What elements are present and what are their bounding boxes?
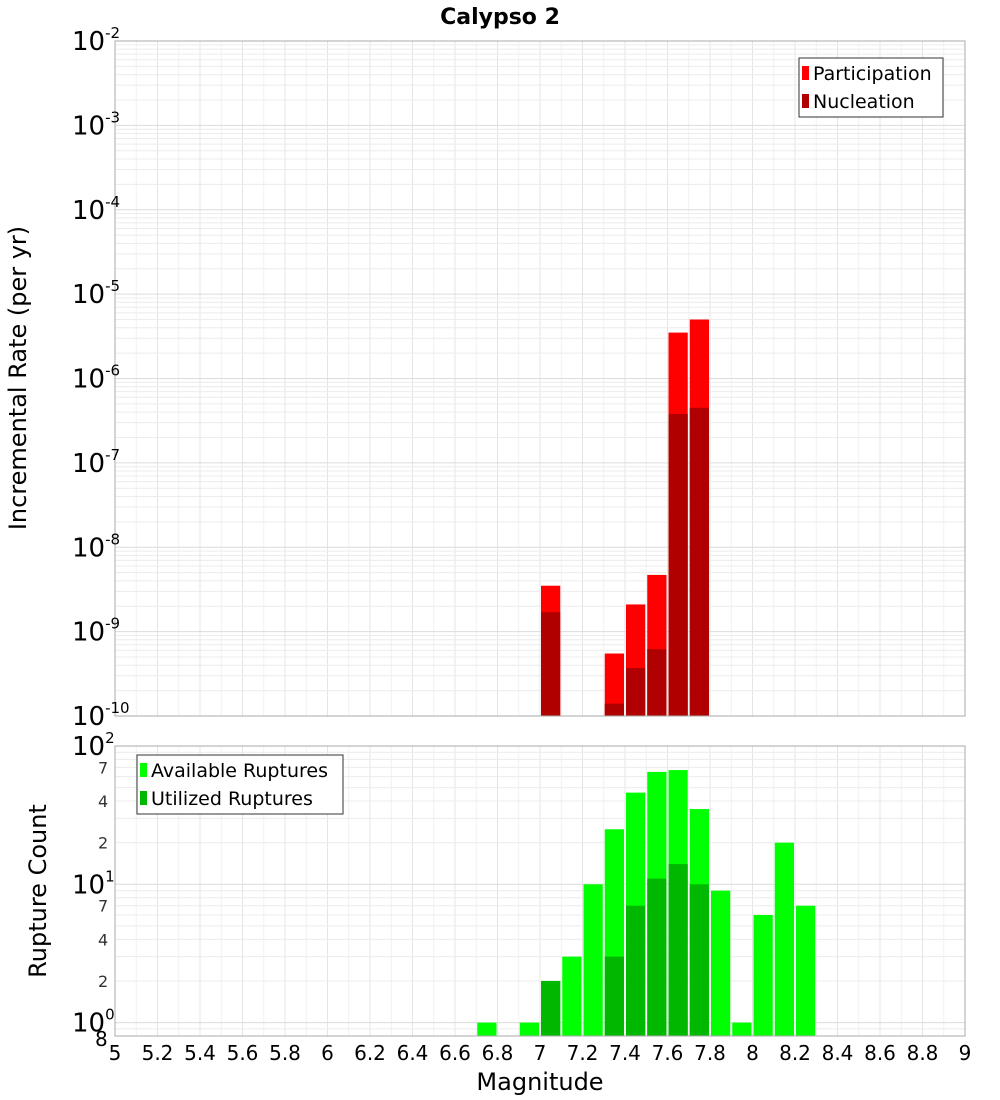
x-tick-label: 7.4 (609, 1041, 641, 1065)
x-tick-label: 6.4 (397, 1041, 429, 1065)
nucleation-bar (668, 413, 688, 716)
available-ruptures-bar (477, 1022, 497, 1036)
y-tick-label: 100 (72, 1006, 115, 1039)
x-tick-label: 7.2 (567, 1041, 599, 1065)
y-tick-label: 10-6 (72, 362, 120, 395)
y-tick-label: 8 (95, 1027, 108, 1051)
available-legend-label: Available Ruptures (151, 760, 328, 782)
x-tick-label: 6 (321, 1041, 334, 1065)
x-tick-label: 8.4 (822, 1041, 854, 1065)
y-tick-label: 10-8 (72, 530, 120, 563)
bottom-bars (477, 770, 816, 1036)
utilized-ruptures-bar (541, 980, 561, 1036)
utilized-ruptures-bar (647, 878, 667, 1036)
top-y-ticks: 10-10 10-9 10-8 10-7 10-6 10-5 10-4 10-3 10-2 (72, 24, 130, 732)
utilized-ruptures-bar (626, 905, 646, 1036)
x-tick-label: 7.6 (652, 1041, 684, 1065)
y-tick-label: 4 (98, 930, 108, 949)
y-tick-label: 7 (98, 897, 108, 916)
y-tick-label: 10-3 (72, 108, 120, 141)
participation-legend-swatch (802, 66, 809, 80)
bottom-y-axis-label: Rupture Count (24, 804, 52, 978)
x-tick-label: 6.8 (482, 1041, 514, 1065)
available-ruptures-bar (583, 884, 603, 1036)
y-tick-label: 10-4 (72, 193, 120, 226)
y-tick-label: 4 (98, 792, 108, 811)
participation-legend-label: Participation (813, 63, 932, 85)
y-tick-label: 2 (98, 972, 108, 991)
nucleation-bar (626, 668, 646, 716)
x-axis-label: Magnitude (476, 1068, 603, 1096)
nucleation-bar (689, 407, 709, 716)
x-tick-label: 5.2 (142, 1041, 174, 1065)
top-legend: Participation Nucleation (798, 57, 944, 118)
x-tick-label: 5 (109, 1041, 122, 1065)
x-tick-label: 6.2 (354, 1041, 386, 1065)
participation-bar (604, 653, 624, 716)
top-grid (114, 41, 966, 717)
available-ruptures-bar (562, 956, 582, 1036)
utilized-ruptures-bar (668, 864, 688, 1036)
x-tick-label: 6.6 (439, 1041, 471, 1065)
available-ruptures-bar (796, 905, 816, 1036)
bottom-grid (114, 746, 966, 1037)
utilized-ruptures-bar (689, 884, 709, 1036)
utilized-legend-swatch (140, 791, 147, 805)
x-tick-label: 5.6 (227, 1041, 259, 1065)
y-tick-label: 10-9 (72, 615, 120, 648)
y-tick-label: 10-5 (72, 277, 120, 310)
y-tick-label: 7 (98, 758, 108, 777)
y-tick-label: 101 (72, 867, 115, 900)
x-tick-label: 5.4 (184, 1041, 216, 1065)
bottom-legend: Available Ruptures Utilized Ruptures (136, 754, 344, 815)
y-tick-label: 102 (72, 729, 115, 762)
x-tick-label: 8.6 (864, 1041, 896, 1065)
top-legend-box (798, 57, 944, 118)
nucleation-legend-swatch (802, 94, 809, 108)
x-tick-label: 7.8 (694, 1041, 726, 1065)
available-ruptures-bar (711, 890, 731, 1036)
x-tick-label: 5.8 (269, 1041, 301, 1065)
y-tick-label: 10-10 (72, 699, 130, 732)
y-tick-label: 2 (98, 834, 108, 853)
bottom-legend-box (136, 754, 344, 815)
x-tick-label: 8.8 (907, 1041, 939, 1065)
nucleation-bar (647, 649, 667, 716)
nucleation-legend-label: Nucleation (813, 91, 915, 113)
available-ruptures-bar (774, 842, 794, 1036)
nucleation-bar (541, 612, 561, 716)
chart-title: Calypso 2 (440, 5, 560, 30)
x-tick-label: 8 (746, 1041, 759, 1065)
top-y-axis-label: Incremental Rate (per yr) (4, 226, 32, 530)
top-plot-frame (114, 40, 966, 717)
x-tick-label: 9 (959, 1041, 972, 1065)
available-ruptures-bar (519, 1022, 539, 1036)
available-ruptures-bar (732, 1022, 752, 1036)
y-tick-label: 10-2 (72, 24, 120, 57)
x-tick-label: 7 (534, 1041, 547, 1065)
top-bars (541, 319, 709, 716)
nucleation-bar (604, 703, 624, 716)
x-ticks: 5 5.2 5.4 5.6 5.8 6 6.2 6.4 6.6 6.8 7 7.2 7.4 7.6 7.8 8… (109, 1041, 972, 1065)
utilized-ruptures-bar (604, 956, 624, 1036)
y-tick-label: 10-7 (72, 446, 120, 479)
bottom-plot-frame (114, 745, 966, 1037)
available-legend-swatch (140, 763, 147, 777)
utilized-legend-label: Utilized Ruptures (151, 788, 313, 810)
x-tick-label: 8.2 (779, 1041, 811, 1065)
available-ruptures-bar (753, 914, 773, 1036)
